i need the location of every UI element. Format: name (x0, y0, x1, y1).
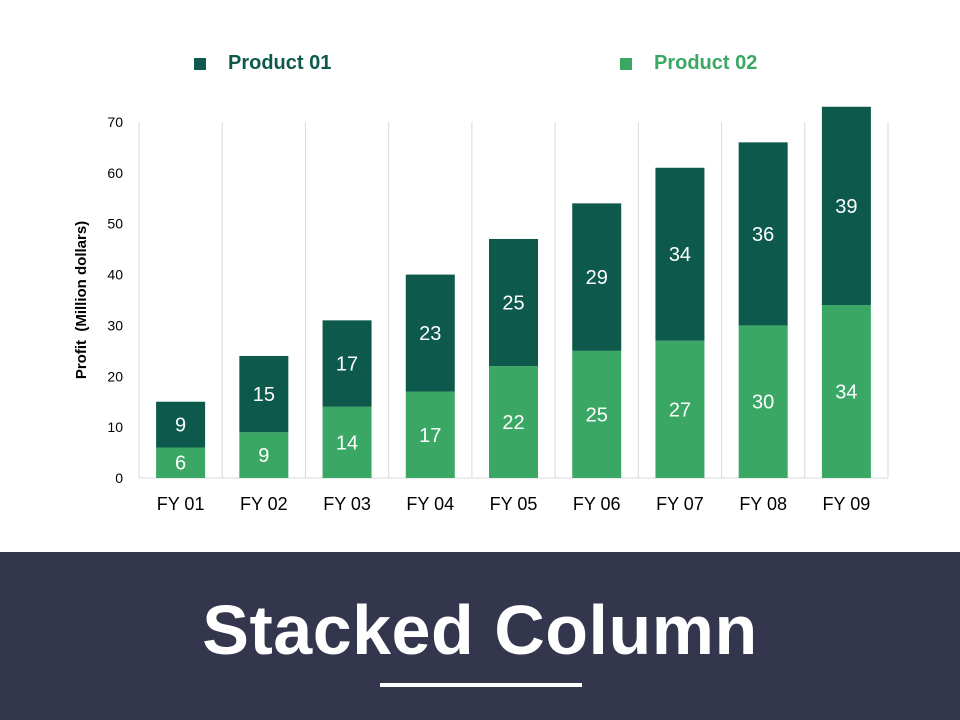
data-label-product-02: 27 (669, 399, 691, 421)
legend-item-product-02: Product 02 (620, 52, 757, 75)
data-label-product-01: 17 (336, 354, 358, 376)
y-tick-label: 0 (115, 470, 123, 486)
x-tick-label: FY 07 (656, 494, 704, 514)
data-label-product-01: 25 (502, 293, 524, 315)
data-label-product-02: 22 (502, 412, 524, 434)
bar-product-02 (156, 447, 206, 478)
legend-swatch-product-02 (620, 57, 632, 70)
bar-product-02 (572, 350, 622, 478)
data-label-product-01: 39 (835, 196, 857, 218)
data-label-product-01: 36 (752, 224, 774, 246)
x-tick-label: FY 06 (573, 494, 621, 514)
bar-product-01 (738, 142, 788, 326)
data-label-product-02: 14 (336, 432, 358, 454)
legend-label-product-01: Product 01 (228, 52, 332, 74)
bar-product-01 (405, 274, 455, 392)
bar-product-02 (239, 432, 289, 478)
y-tick-label: 70 (107, 114, 123, 130)
bar-product-01 (239, 355, 289, 433)
bar-product-01 (821, 106, 871, 306)
data-label-product-01: 34 (669, 244, 691, 266)
data-label-product-01: 15 (253, 384, 275, 406)
x-tick-label: FY 08 (739, 494, 787, 514)
chart-legend: Product 01 Product 02 (0, 52, 960, 80)
y-tick-label: 30 (107, 317, 123, 333)
y-tick-label: 20 (107, 368, 123, 384)
y-tick-label: 50 (107, 216, 123, 232)
y-tick-label: 10 (107, 419, 123, 435)
data-label-product-02: 9 (258, 445, 269, 467)
bar-product-02 (655, 340, 705, 478)
y-tick-label: 40 (107, 267, 123, 283)
x-tick-label: FY 09 (823, 494, 871, 514)
x-tick-label: FY 04 (406, 494, 454, 514)
y-tick-label: 60 (107, 165, 123, 181)
data-label-product-02: 34 (835, 382, 857, 404)
bar-product-02 (821, 305, 871, 478)
legend-item-product-01: Product 01 (194, 52, 331, 75)
data-label-product-02: 6 (175, 453, 186, 475)
data-label-product-02: 30 (752, 392, 774, 414)
bar-product-02 (322, 406, 372, 478)
y-axis-label: Profit (Million dollars) (73, 221, 90, 379)
stacked-column-chart: 0 10 20 30 40 50 60 70 Profit (Million dollars) 6… (73, 106, 889, 514)
slide-title: Stacked Column (202, 591, 758, 669)
bar-product-02 (489, 366, 538, 478)
bar-product-01 (572, 203, 622, 351)
data-label-product-01: 29 (586, 267, 608, 289)
legend-label-product-02: Product 02 (654, 52, 758, 74)
x-tick-label: FY 02 (240, 494, 288, 514)
bar-product-01 (489, 238, 538, 367)
data-label-product-01: 23 (419, 323, 441, 345)
data-label-product-01: 9 (175, 415, 186, 437)
footer-banner: Stacked Column (0, 552, 960, 720)
bar-product-01 (655, 167, 705, 341)
bar-product-01 (322, 320, 372, 407)
data-label-product-02: 25 (586, 404, 608, 426)
title-underline (380, 683, 582, 687)
legend-swatch-product-01 (194, 57, 206, 70)
bar-product-01 (156, 401, 206, 448)
data-label-product-02: 17 (419, 425, 441, 447)
bar-product-02 (405, 391, 455, 478)
x-tick-label: FY 05 (490, 494, 538, 514)
bar-product-02 (738, 325, 788, 478)
x-tick-label: FY 01 (157, 494, 205, 514)
x-tick-label: FY 03 (323, 494, 371, 514)
